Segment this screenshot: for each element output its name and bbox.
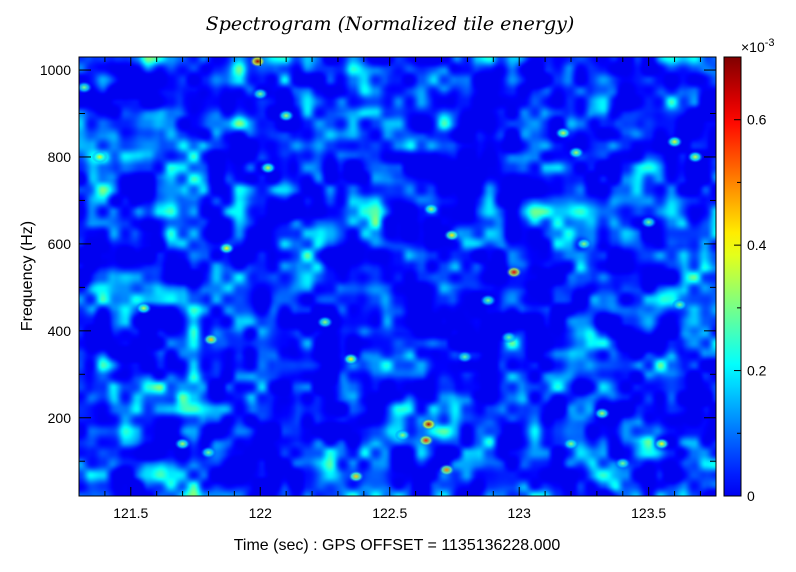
colorbar-ticks: 0 0.2 0.4 0.6 (734, 112, 767, 504)
colorbar-frame (723, 56, 742, 497)
x-axis-label: Time (sec) : GPS OFFSET = 1135136228.000 (234, 537, 561, 554)
x-tick-label: 122.5 (372, 505, 407, 521)
heatmap-hotspot (252, 87, 269, 100)
heatmap-hotspot (203, 333, 220, 346)
heatmap-hotspot (218, 242, 235, 255)
heatmap-hotspot (614, 457, 631, 470)
heatmap-hotspot (420, 418, 437, 431)
heatmap-hotspot (394, 429, 411, 442)
colorbar-fill (724, 57, 741, 496)
heatmap-hotspot (640, 216, 657, 229)
heatmap-hotspot (506, 266, 523, 279)
y-tick-label: 1000 (40, 62, 71, 78)
heatmap-hotspot (594, 407, 611, 420)
heatmap-hotspot (200, 446, 217, 459)
heatmap-hotspot (79, 81, 93, 94)
heatmap-hotspot (480, 294, 497, 307)
colorbar-multiplier: ×10-3 (741, 37, 775, 55)
heatmap-hotspot (456, 350, 473, 363)
chart-title: Spectrogram (Normalized tile energy) (206, 13, 575, 35)
heatmap-hotspot (260, 161, 277, 174)
colorbar-tick-label: 0 (747, 488, 755, 504)
heatmap-hotspot (500, 331, 517, 344)
hotspot-layer (79, 57, 704, 483)
plot-frame (78, 56, 717, 497)
colorbar-multiplier-exponent: -3 (765, 37, 775, 49)
heatmap-hotspot (342, 353, 359, 366)
heatmap-image (79, 57, 716, 496)
y-tick-label: 400 (48, 323, 72, 339)
heatmap-hotspot (278, 109, 295, 122)
heatmap-hotspot (91, 150, 108, 163)
x-tick-label: 121.5 (113, 505, 148, 521)
heatmap-hotspot (438, 463, 455, 476)
heatmap-hotspot (653, 437, 670, 450)
colorbar-tick-label: 0.4 (747, 237, 767, 253)
heatmap-hotspot (249, 57, 266, 68)
y-tick-label: 800 (48, 149, 72, 165)
y-tick-label: 600 (48, 236, 72, 252)
x-tick-label: 123.5 (631, 505, 666, 521)
colorbar-tick-label: 0.2 (747, 363, 767, 379)
heatmap-hotspot (687, 150, 704, 163)
y-axis-label: Frequency (Hz) (19, 221, 36, 331)
x-tick-label: 123 (508, 505, 532, 521)
heatmap-hotspot (666, 135, 683, 148)
x-axis: 121.5 122 122.5 123 123.5 (78, 57, 701, 521)
heatmap-hotspot (348, 470, 365, 483)
heatmap-hotspot (423, 203, 440, 216)
heatmap-area (79, 57, 716, 496)
heatmap-hotspot (555, 127, 572, 140)
heatmap-hotspot (671, 298, 688, 311)
colorbar-tick-label: 0.6 (747, 112, 767, 128)
y-tick-label: 200 (48, 410, 72, 426)
heatmap-hotspot (316, 316, 333, 329)
heatmap-hotspot (568, 146, 585, 159)
colorbar-multiplier-base: ×10 (741, 39, 765, 55)
heatmap-hotspot (135, 302, 152, 315)
y-axis: 200 400 600 800 1000 (40, 62, 716, 462)
heatmap-hotspot (417, 434, 434, 447)
heatmap-hotspot (562, 437, 579, 450)
heatmap-hotspot (174, 437, 191, 450)
heatmap-hotspot (443, 229, 460, 242)
colorbar: 0 0.2 0.4 0.6 ×10-3 (723, 37, 775, 504)
heatmap-hotspot (575, 237, 592, 250)
x-tick-label: 122 (249, 505, 273, 521)
